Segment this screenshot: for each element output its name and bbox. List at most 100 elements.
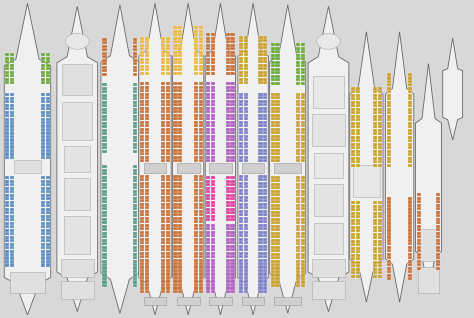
Bar <box>387 242 391 245</box>
Bar <box>5 100 9 103</box>
Bar <box>46 117 50 121</box>
Bar <box>206 93 210 96</box>
Bar <box>226 54 230 57</box>
Bar <box>258 114 263 117</box>
Bar <box>226 276 230 279</box>
Bar <box>140 54 144 57</box>
Bar <box>10 194 14 197</box>
Bar <box>173 33 178 36</box>
Bar <box>46 253 50 256</box>
Bar <box>199 192 203 195</box>
Bar <box>161 47 165 50</box>
Bar <box>173 245 178 247</box>
Bar <box>263 248 267 251</box>
Bar <box>351 236 355 239</box>
PathPatch shape <box>238 3 268 315</box>
Bar <box>102 249 107 252</box>
Bar <box>301 61 305 64</box>
Bar <box>275 218 280 221</box>
Bar <box>173 262 178 265</box>
Bar <box>244 121 248 124</box>
Bar <box>166 290 170 293</box>
Bar <box>41 225 45 228</box>
Bar <box>62 102 92 140</box>
Bar <box>239 71 243 74</box>
Bar <box>211 245 215 247</box>
Bar <box>206 54 210 57</box>
Bar <box>199 44 203 47</box>
Bar <box>373 143 377 146</box>
PathPatch shape <box>308 6 349 312</box>
Bar <box>206 145 210 148</box>
Bar <box>206 176 210 179</box>
Bar <box>199 266 203 268</box>
Bar <box>378 229 382 232</box>
Bar <box>351 87 355 90</box>
Bar <box>173 51 178 54</box>
Bar <box>102 101 107 104</box>
Bar <box>211 114 215 117</box>
Bar <box>296 65 300 67</box>
Bar <box>102 45 107 48</box>
Bar <box>263 149 267 152</box>
Bar <box>166 241 170 244</box>
Bar <box>244 103 248 106</box>
Bar <box>133 150 137 153</box>
Bar <box>408 249 412 252</box>
Bar <box>145 89 149 92</box>
Bar <box>10 146 14 149</box>
Bar <box>5 107 9 110</box>
Bar <box>239 57 243 60</box>
Bar <box>173 227 178 230</box>
Bar <box>271 72 275 74</box>
Bar <box>301 65 305 67</box>
Bar <box>194 273 198 275</box>
Bar <box>199 182 203 184</box>
Bar <box>275 75 280 78</box>
Bar <box>166 280 170 282</box>
Bar <box>242 163 264 173</box>
Bar <box>194 156 198 159</box>
Bar <box>387 80 391 83</box>
Bar <box>199 117 203 120</box>
Bar <box>258 135 263 138</box>
Bar <box>244 175 248 177</box>
Bar <box>199 196 203 198</box>
Bar <box>41 215 45 218</box>
Bar <box>206 183 210 186</box>
Bar <box>211 276 215 279</box>
Bar <box>140 245 144 247</box>
Bar <box>263 96 267 99</box>
Bar <box>140 248 144 251</box>
Bar <box>244 206 248 209</box>
Bar <box>41 156 45 159</box>
Bar <box>211 93 215 96</box>
Bar <box>199 280 203 282</box>
Bar <box>263 175 267 177</box>
Bar <box>239 149 243 152</box>
Bar <box>373 133 377 135</box>
Bar <box>140 152 144 155</box>
Bar <box>301 51 305 53</box>
Bar <box>226 262 230 265</box>
Bar <box>161 149 165 152</box>
Bar <box>378 240 382 243</box>
Bar <box>275 68 280 71</box>
Bar <box>312 114 345 146</box>
Bar <box>133 186 137 189</box>
Bar <box>275 232 280 235</box>
Bar <box>230 211 235 214</box>
Bar <box>194 142 198 145</box>
Bar <box>145 54 149 57</box>
Bar <box>178 117 182 120</box>
Bar <box>244 67 248 70</box>
Bar <box>239 269 243 272</box>
Bar <box>271 249 275 252</box>
Bar <box>373 233 377 236</box>
Bar <box>102 69 107 72</box>
Bar <box>173 26 178 29</box>
Bar <box>145 227 149 230</box>
Bar <box>387 246 391 249</box>
Bar <box>271 207 275 210</box>
Bar <box>408 126 412 128</box>
